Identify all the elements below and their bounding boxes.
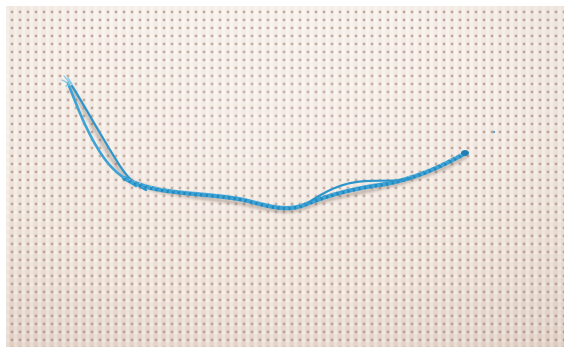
thread-cut-tip [461, 150, 469, 156]
blue-thread [61, 75, 496, 214]
fabric-photo [6, 6, 564, 347]
thread-strand-left-loop-b [70, 84, 148, 192]
thread-shadow [68, 85, 468, 214]
stray-fiber [492, 130, 496, 134]
thread-frayed-tip [61, 75, 73, 87]
thread-strand-split-right [304, 176, 413, 206]
